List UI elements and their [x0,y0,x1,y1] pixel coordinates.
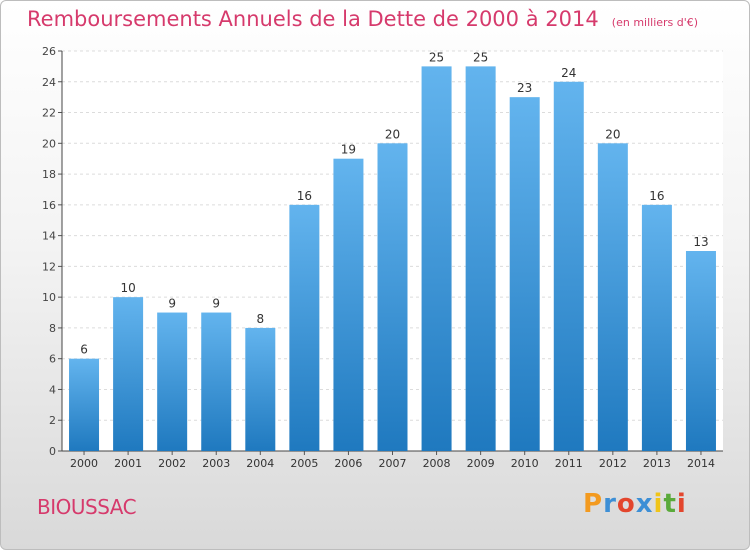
chart-unit: (en milliers d'€) [611,16,699,29]
data-label: 25 [429,50,444,64]
y-tick-label: 0 [49,445,56,458]
y-tick-label: 24 [42,76,56,89]
bar [289,204,320,451]
y-tick-label: 18 [42,168,56,181]
x-tick-label: 2004 [246,457,274,470]
data-label: 23 [517,81,532,95]
x-tick-label: 2002 [158,457,186,470]
brand-letter: r [603,489,617,519]
data-label: 20 [385,127,400,141]
data-label: 13 [693,235,708,249]
data-label: 10 [120,281,135,295]
x-tick-label: 2014 [687,457,715,470]
y-tick-label: 10 [42,291,56,304]
brand-letter: t [663,489,677,519]
y-tick-label: 4 [49,383,56,396]
brand-letter: x [635,489,654,519]
x-tick-label: 2007 [379,457,407,470]
data-label: 8 [256,312,264,326]
data-label: 24 [561,66,576,80]
y-tick-label: 22 [42,107,56,120]
data-label: 19 [341,143,356,157]
y-tick-label: 16 [42,199,56,212]
proxiti-logo[interactable]: Proxiti [583,489,687,519]
bar [641,204,672,451]
brand-letter: o [616,489,636,519]
data-label: 9 [212,297,220,311]
bar [113,297,144,451]
bar [597,143,628,452]
bar [333,158,364,451]
data-label: 6 [80,343,88,357]
bar [245,327,276,451]
x-tick-label: 2009 [467,457,495,470]
bar [509,97,540,452]
x-tick-label: 2011 [555,457,583,470]
x-tick-label: 2000 [70,457,98,470]
data-label: 20 [605,127,620,141]
bar [377,143,408,452]
y-tick-label: 26 [42,45,56,58]
x-tick-label: 2010 [511,457,539,470]
brand-letter: P [583,489,604,519]
brand-letter: i [653,489,664,519]
y-tick-label: 8 [49,322,56,335]
bar [201,312,232,451]
x-tick-label: 2006 [334,457,362,470]
y-tick-label: 20 [42,137,56,150]
x-tick-label: 2013 [643,457,671,470]
y-tick-label: 2 [49,414,56,427]
data-label: 9 [168,297,176,311]
chart-title: Remboursements Annuels de la Dette de 20… [27,7,599,31]
y-tick-label: 12 [42,260,56,273]
data-label: 25 [473,50,488,64]
bar [465,66,496,451]
bar [553,81,584,452]
bar [157,312,188,451]
x-tick-label: 2012 [599,457,627,470]
brand-letter: i [676,489,687,519]
bar [421,66,452,451]
bar [685,251,716,451]
data-label: 16 [297,189,312,203]
x-tick-label: 2001 [114,457,142,470]
y-tick-label: 14 [42,230,56,243]
commune-name: BIOUSSAC [37,495,137,519]
bar [69,358,100,451]
x-tick-label: 2005 [290,457,318,470]
x-tick-label: 2003 [202,457,230,470]
title-line: Remboursements Annuels de la Dette de 20… [27,7,698,31]
data-label: 16 [649,189,664,203]
y-tick-label: 6 [49,353,56,366]
x-tick-label: 2008 [423,457,451,470]
